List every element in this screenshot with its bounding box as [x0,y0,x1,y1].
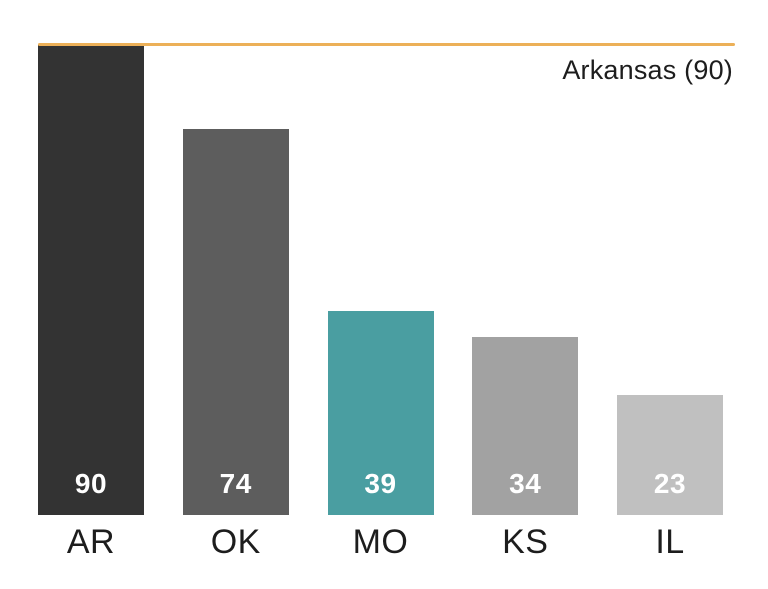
bar-value-label-il: 23 [653,468,687,499]
category-label-ar: AR [66,523,116,561]
bar-value-label-mo: 39 [364,468,397,499]
plot-area: 90 74 39 34 23 [38,45,735,515]
bar-ok: 74 [182,129,289,515]
category-label-ok: OK [210,523,261,561]
bar-ks: 34 [472,337,579,515]
bar-value-label-ar: 90 [74,468,108,499]
bar-mo: 39 [327,311,434,515]
category-label-ks: KS [502,523,549,561]
bar-value-label-ks: 34 [509,468,542,499]
bar-il: 23 [617,395,723,515]
bar-ar: 90 [38,45,144,515]
category-label-mo: MO [352,523,409,561]
annotation-label: Arkansas (90) [562,55,733,85]
bar-value-label-ok: 74 [219,468,252,499]
category-label-il: IL [655,523,685,561]
bar-chart: Arkansas (90) 90 74 39 34 23 AR OK MO KS IL [38,43,735,562]
reference-line [38,43,735,46]
category-axis: AR OK MO KS IL [38,523,735,562]
